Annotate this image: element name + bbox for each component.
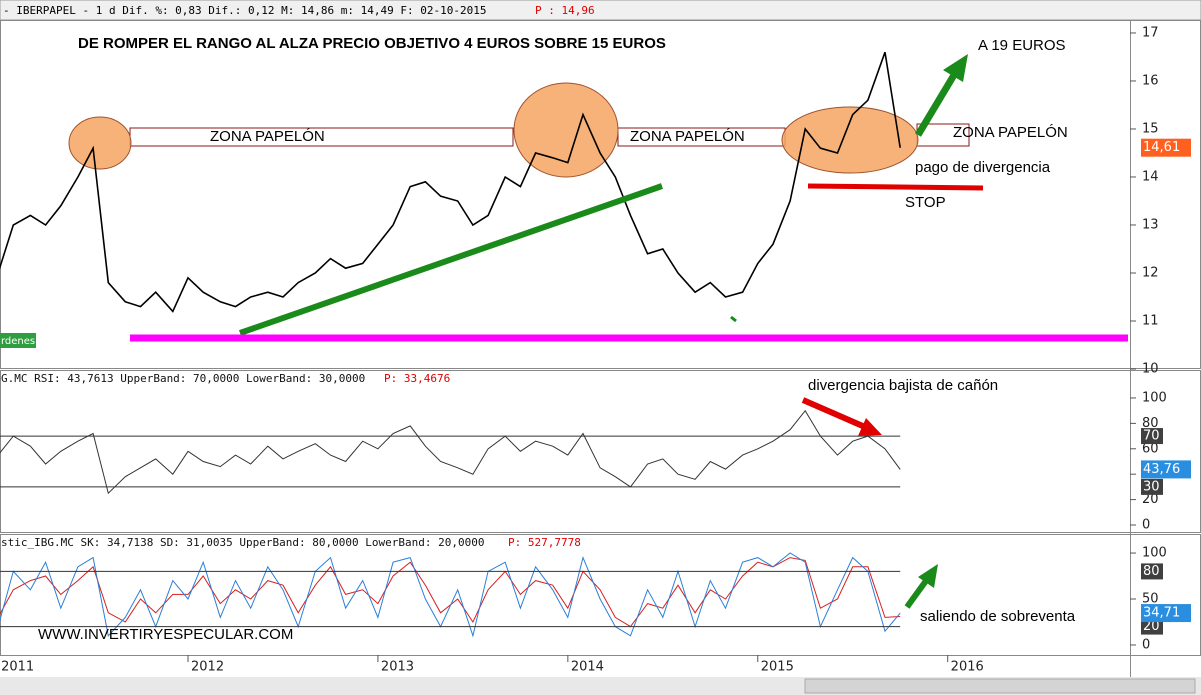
series-line	[0, 51, 901, 313]
annotation: divergencia bajista de cañón	[808, 377, 998, 394]
trend-tick	[730, 315, 737, 323]
trendline	[239, 183, 663, 336]
band-box	[1141, 563, 1163, 580]
band-box	[1141, 478, 1163, 495]
y-tick-label: 17	[1142, 25, 1159, 40]
annotation: saliendo de sobreventa	[920, 608, 1076, 625]
last-value-label: 14,61	[1143, 140, 1180, 155]
band-label: 70	[1143, 429, 1160, 444]
x-tick-label: 2013	[381, 660, 414, 675]
y-tick-label: 16	[1142, 73, 1159, 88]
x-tick-label: 2012	[191, 660, 224, 675]
order-tag: rdenes	[1, 336, 35, 347]
y-tick-label: 60	[1142, 441, 1159, 456]
x-tick-label: 2015	[761, 660, 794, 675]
last-value-label: 43,76	[1143, 462, 1180, 477]
band-box	[1141, 428, 1163, 445]
last-value-label: 34,71	[1143, 606, 1180, 621]
arrow	[801, 397, 867, 430]
y-tick-label: 11	[1142, 313, 1159, 328]
overlay	[130, 54, 1128, 609]
panel-title-extra: P: 33,4676	[384, 372, 450, 385]
series-line	[0, 552, 901, 638]
y-tick-label: 12	[1142, 265, 1159, 280]
panel-title: G.MC RSI: 43,7613 UpperBand: 70,0000 Low…	[1, 372, 365, 385]
last-value-box	[1141, 138, 1191, 157]
x-tick-label: 2011	[1, 660, 34, 675]
zone-ellipse	[513, 82, 619, 178]
y-tick-label: 100	[1142, 546, 1167, 561]
series-line	[0, 557, 901, 628]
y-tick-label: 0	[1142, 518, 1150, 533]
arrow-head	[858, 418, 882, 436]
panel-title: stic_IBG.MC SK: 34,7138 SD: 31,0035 Uppe…	[1, 536, 484, 549]
y-tick-label: 10	[1142, 362, 1159, 377]
annotation: STOP	[905, 194, 946, 211]
annotation: A 19 EUROS	[978, 37, 1066, 54]
y-tick-label: 50	[1142, 592, 1159, 607]
annotation: ZONA PAPELÓN	[953, 124, 1068, 141]
scroll-thumb[interactable]	[804, 678, 1196, 694]
band-label: 20	[1143, 619, 1160, 634]
annotation: ZONA PAPELÓN	[630, 128, 745, 145]
x-tick-label: 2016	[951, 660, 984, 675]
y-tick-label: 13	[1142, 217, 1159, 232]
drawings	[68, 82, 970, 178]
x-tick-label: 2014	[571, 660, 604, 675]
annotation: WWW.INVERTIRYESPECULAR.COM	[38, 626, 293, 643]
arrow	[904, 576, 931, 609]
zone-ellipse	[68, 116, 132, 170]
last-value-box	[1141, 604, 1191, 623]
stop-line	[807, 183, 984, 191]
band-label: 30	[1143, 479, 1160, 494]
header-price: P : 14,96	[535, 4, 595, 17]
y-tick-label: 80	[1142, 416, 1159, 431]
zone-ellipse	[781, 106, 919, 174]
y-tick-label: 20	[1142, 492, 1159, 507]
annotation: ZONA PAPELÓN	[210, 128, 325, 145]
arrow	[914, 68, 961, 137]
arrow-head	[918, 564, 938, 588]
arrow-head	[943, 54, 968, 82]
series-line	[0, 409, 901, 495]
header-text: - IBERPAPEL - 1 d Dif. %: 0,83 Dif.: 0,1…	[3, 4, 486, 17]
order-tag-box	[0, 333, 36, 348]
y-tick-label: 100	[1142, 390, 1167, 405]
band-label: 80	[1143, 564, 1160, 579]
band-box	[1141, 618, 1163, 635]
y-tick-label: 0	[1142, 637, 1150, 652]
last-value-box	[1141, 460, 1191, 479]
annotation: DE ROMPER EL RANGO AL ALZA PRECIO OBJETI…	[78, 35, 666, 52]
y-tick-label: 14	[1142, 169, 1159, 184]
y-tick-label: 15	[1142, 121, 1159, 136]
annotation: pago de divergencia	[915, 159, 1051, 176]
panel-title-extra: P: 527,7778	[508, 536, 581, 549]
